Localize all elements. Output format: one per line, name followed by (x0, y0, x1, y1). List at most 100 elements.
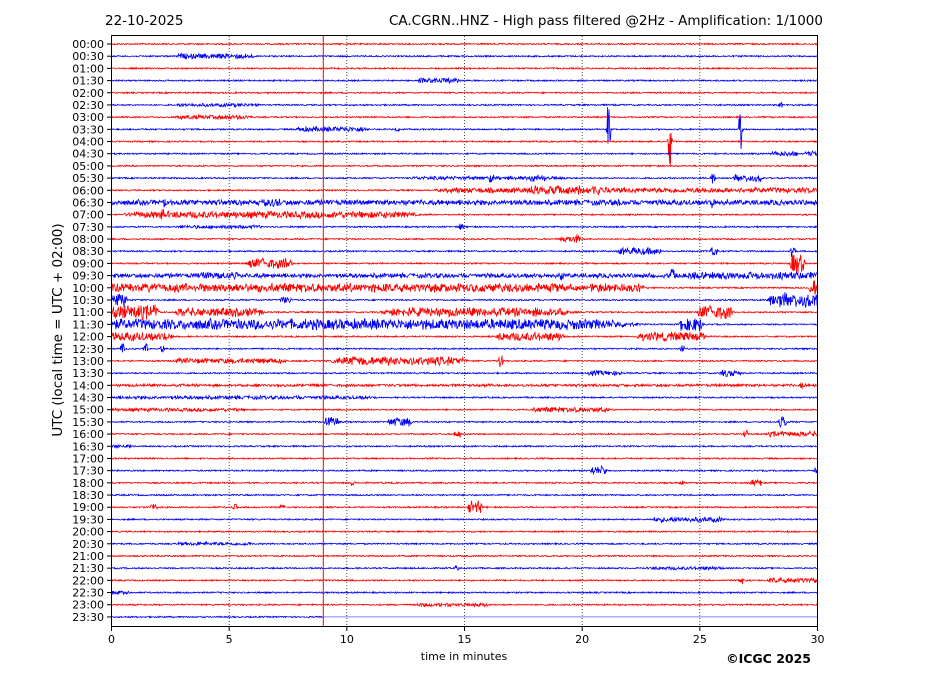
grid-lines (228, 36, 701, 626)
y-axis-label: UTC (local time = UTC + 02:00) (50, 223, 66, 436)
y-tick-label: 06:00 (72, 184, 104, 197)
trace-row-1630 (111, 443, 818, 450)
y-tick-label: 04:30 (72, 148, 104, 161)
y-tick-label: 12:00 (72, 331, 104, 344)
y-tick-label: 01:00 (72, 62, 104, 75)
trace-row-0400 (111, 132, 818, 165)
y-tick-label: 16:30 (72, 440, 104, 453)
trace-row-0230 (111, 101, 818, 109)
trace-row-1300 (111, 355, 818, 368)
trace-row-1100 (111, 304, 818, 321)
y-tick-label: 11:30 (72, 318, 104, 331)
y-tick-label: 03:00 (72, 111, 104, 124)
trace-row-1330 (111, 369, 818, 378)
y-tick-label: 10:30 (72, 294, 104, 307)
trace-row-2230 (111, 590, 818, 596)
trace-row-1900 (111, 500, 818, 514)
trace-row-1830 (111, 493, 818, 497)
y-tick-label: 21:00 (72, 550, 104, 563)
y-tick-label: 01:30 (72, 75, 104, 88)
y-tick-label: 07:30 (72, 221, 104, 234)
y-tick-label: 12:30 (72, 343, 104, 356)
y-tick-label: 22:00 (72, 574, 104, 587)
y-tick-label: 04:00 (72, 136, 104, 149)
x-axis: 0 5 10 15 20 25 30 (108, 627, 825, 646)
x-tick-label: 5 (226, 633, 233, 646)
y-tick-label: 18:30 (72, 489, 104, 502)
trace-row-0100 (111, 66, 818, 71)
y-tick-label: 09:00 (72, 257, 104, 270)
trace-row-0630 (111, 198, 818, 209)
trace-row-1930 (111, 515, 818, 524)
trace-row-1400 (111, 382, 818, 390)
trace-row-1500 (111, 406, 818, 414)
x-tick-label: 10 (340, 633, 354, 646)
y-tick-label: 23:00 (72, 599, 104, 612)
x-axis-label: time in minutes (421, 650, 508, 663)
trace-row-0600 (111, 185, 818, 196)
trace-row-1530 (111, 415, 818, 429)
trace-row-0000 (111, 42, 818, 46)
y-tick-label: 18:00 (72, 477, 104, 490)
y-tick-label: 08:30 (72, 245, 104, 258)
y-tick-label: 19:30 (72, 513, 104, 526)
y-tick-label: 14:30 (72, 392, 104, 405)
trace-row-0530 (111, 173, 818, 184)
plot-frame (111, 35, 818, 627)
trace-row-1800 (111, 478, 818, 487)
trace-row-1200 (111, 331, 818, 343)
trace-row-2130 (111, 564, 818, 571)
x-tick-label: 30 (811, 633, 825, 646)
seismic-traces (111, 42, 818, 619)
y-tick-label: 19:00 (72, 501, 104, 514)
x-tick-label: 0 (108, 633, 115, 646)
trace-row-2200 (111, 576, 818, 585)
y-tick-label: 09:30 (72, 270, 104, 283)
trace-row-0200 (111, 90, 818, 95)
y-tick-label: 20:30 (72, 538, 104, 551)
y-tick-label: 13:30 (72, 367, 104, 380)
y-tick-label: 13:00 (72, 355, 104, 368)
y-tick-label: 15:00 (72, 404, 104, 417)
chart-title: CA.CGRN..HNZ - High pass filtered @2Hz -… (389, 13, 823, 29)
date-label: 22-10-2025 (105, 13, 183, 29)
trace-row-0930 (111, 268, 818, 281)
y-axis: 00:0000:3001:0001:3002:0002:3003:0003:30… (72, 38, 111, 624)
y-tick-label: 17:00 (72, 452, 104, 465)
y-tick-label: 14:00 (72, 379, 104, 392)
y-tick-label: 15:30 (72, 416, 104, 429)
trace-row-1600 (111, 429, 818, 438)
trace-row-1730 (111, 464, 818, 476)
trace-row-0300 (111, 113, 818, 121)
trace-row-1000 (111, 280, 818, 295)
trace-row-1700 (111, 456, 818, 461)
trace-row-0430 (111, 150, 818, 157)
y-tick-label: 03:30 (72, 123, 104, 136)
y-tick-label: 00:30 (72, 50, 104, 63)
trace-row-0900 (111, 254, 818, 275)
trace-row-1230 (111, 343, 818, 353)
trace-row-0330 (111, 106, 818, 149)
copyright: ©ICGC 2025 (726, 651, 811, 666)
trace-row-0030 (111, 52, 818, 61)
trace-row-0700 (111, 209, 818, 220)
trace-row-1030 (111, 292, 818, 309)
trace-row-2300 (111, 601, 818, 608)
y-tick-label: 10:00 (72, 282, 104, 295)
y-tick-label: 00:00 (72, 38, 104, 51)
trace-row-0830 (111, 246, 818, 257)
y-tick-label: 17:30 (72, 465, 104, 478)
trace-row-2100 (111, 554, 818, 558)
y-tick-label: 05:00 (72, 160, 104, 173)
trace-row-0500 (111, 164, 818, 168)
y-tick-label: 08:00 (72, 233, 104, 246)
trace-row-1130 (111, 317, 818, 332)
x-tick-label: 15 (458, 633, 472, 646)
y-tick-label: 06:30 (72, 196, 104, 209)
x-tick-label: 20 (575, 633, 589, 646)
y-tick-label: 16:00 (72, 428, 104, 441)
trace-row-0800 (111, 234, 818, 243)
trace-row-2000 (111, 529, 818, 534)
y-tick-label: 11:00 (72, 306, 104, 319)
